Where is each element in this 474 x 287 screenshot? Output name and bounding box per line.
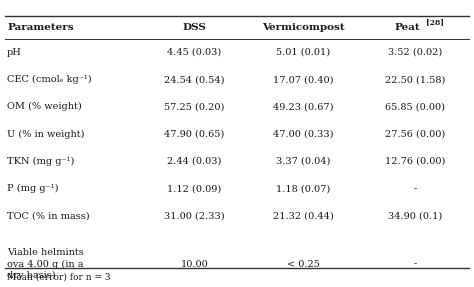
Text: pH: pH [7, 48, 22, 57]
Text: OM (% weight): OM (% weight) [7, 102, 82, 111]
Text: 34.90 (0.1): 34.90 (0.1) [388, 212, 442, 220]
Text: Mean (error) for n = 3: Mean (error) for n = 3 [7, 272, 110, 281]
Text: TKN (mg g⁻¹): TKN (mg g⁻¹) [7, 157, 74, 166]
Text: 17.07 (0.40): 17.07 (0.40) [273, 75, 334, 84]
Text: CEC (cmolₑ kg⁻¹): CEC (cmolₑ kg⁻¹) [7, 75, 92, 84]
Text: 21.32 (0.44): 21.32 (0.44) [273, 212, 334, 220]
Text: 49.23 (0.67): 49.23 (0.67) [273, 102, 334, 111]
Text: -: - [413, 184, 416, 193]
Text: 57.25 (0.20): 57.25 (0.20) [164, 102, 225, 111]
Text: -: - [413, 259, 416, 269]
Text: < 0.25: < 0.25 [287, 259, 320, 269]
Text: 12.76 (0.00): 12.76 (0.00) [384, 157, 445, 166]
Text: 1.12 (0.09): 1.12 (0.09) [167, 184, 221, 193]
Text: Vermicompost: Vermicompost [262, 23, 345, 32]
Text: DSS: DSS [182, 23, 206, 32]
Text: 3.52 (0.02): 3.52 (0.02) [388, 48, 442, 57]
Text: TOC (% in mass): TOC (% in mass) [7, 212, 90, 220]
Text: 3.37 (0.04): 3.37 (0.04) [276, 157, 330, 166]
Text: 10.00: 10.00 [181, 259, 208, 269]
Text: [28]: [28] [426, 18, 444, 26]
Text: 24.54 (0.54): 24.54 (0.54) [164, 75, 225, 84]
Text: Peat: Peat [395, 23, 420, 32]
Text: 5.01 (0.01): 5.01 (0.01) [276, 48, 330, 57]
Text: Viable helmints
ova 4.00 g (in a
dry basis): Viable helmints ova 4.00 g (in a dry bas… [7, 248, 84, 280]
Text: U (% in weight): U (% in weight) [7, 130, 85, 139]
Text: 47.90 (0.65): 47.90 (0.65) [164, 130, 225, 139]
Text: 22.50 (1.58): 22.50 (1.58) [384, 75, 445, 84]
Text: Parameters: Parameters [7, 23, 74, 32]
Text: 31.00 (2.33): 31.00 (2.33) [164, 212, 225, 220]
Text: 47.00 (0.33): 47.00 (0.33) [273, 130, 334, 139]
Text: 65.85 (0.00): 65.85 (0.00) [385, 102, 445, 111]
Text: 2.44 (0.03): 2.44 (0.03) [167, 157, 221, 166]
Text: 1.18 (0.07): 1.18 (0.07) [276, 184, 330, 193]
Text: P (mg g⁻¹): P (mg g⁻¹) [7, 184, 59, 193]
Text: 4.45 (0.03): 4.45 (0.03) [167, 48, 221, 57]
Text: 27.56 (0.00): 27.56 (0.00) [384, 130, 445, 139]
